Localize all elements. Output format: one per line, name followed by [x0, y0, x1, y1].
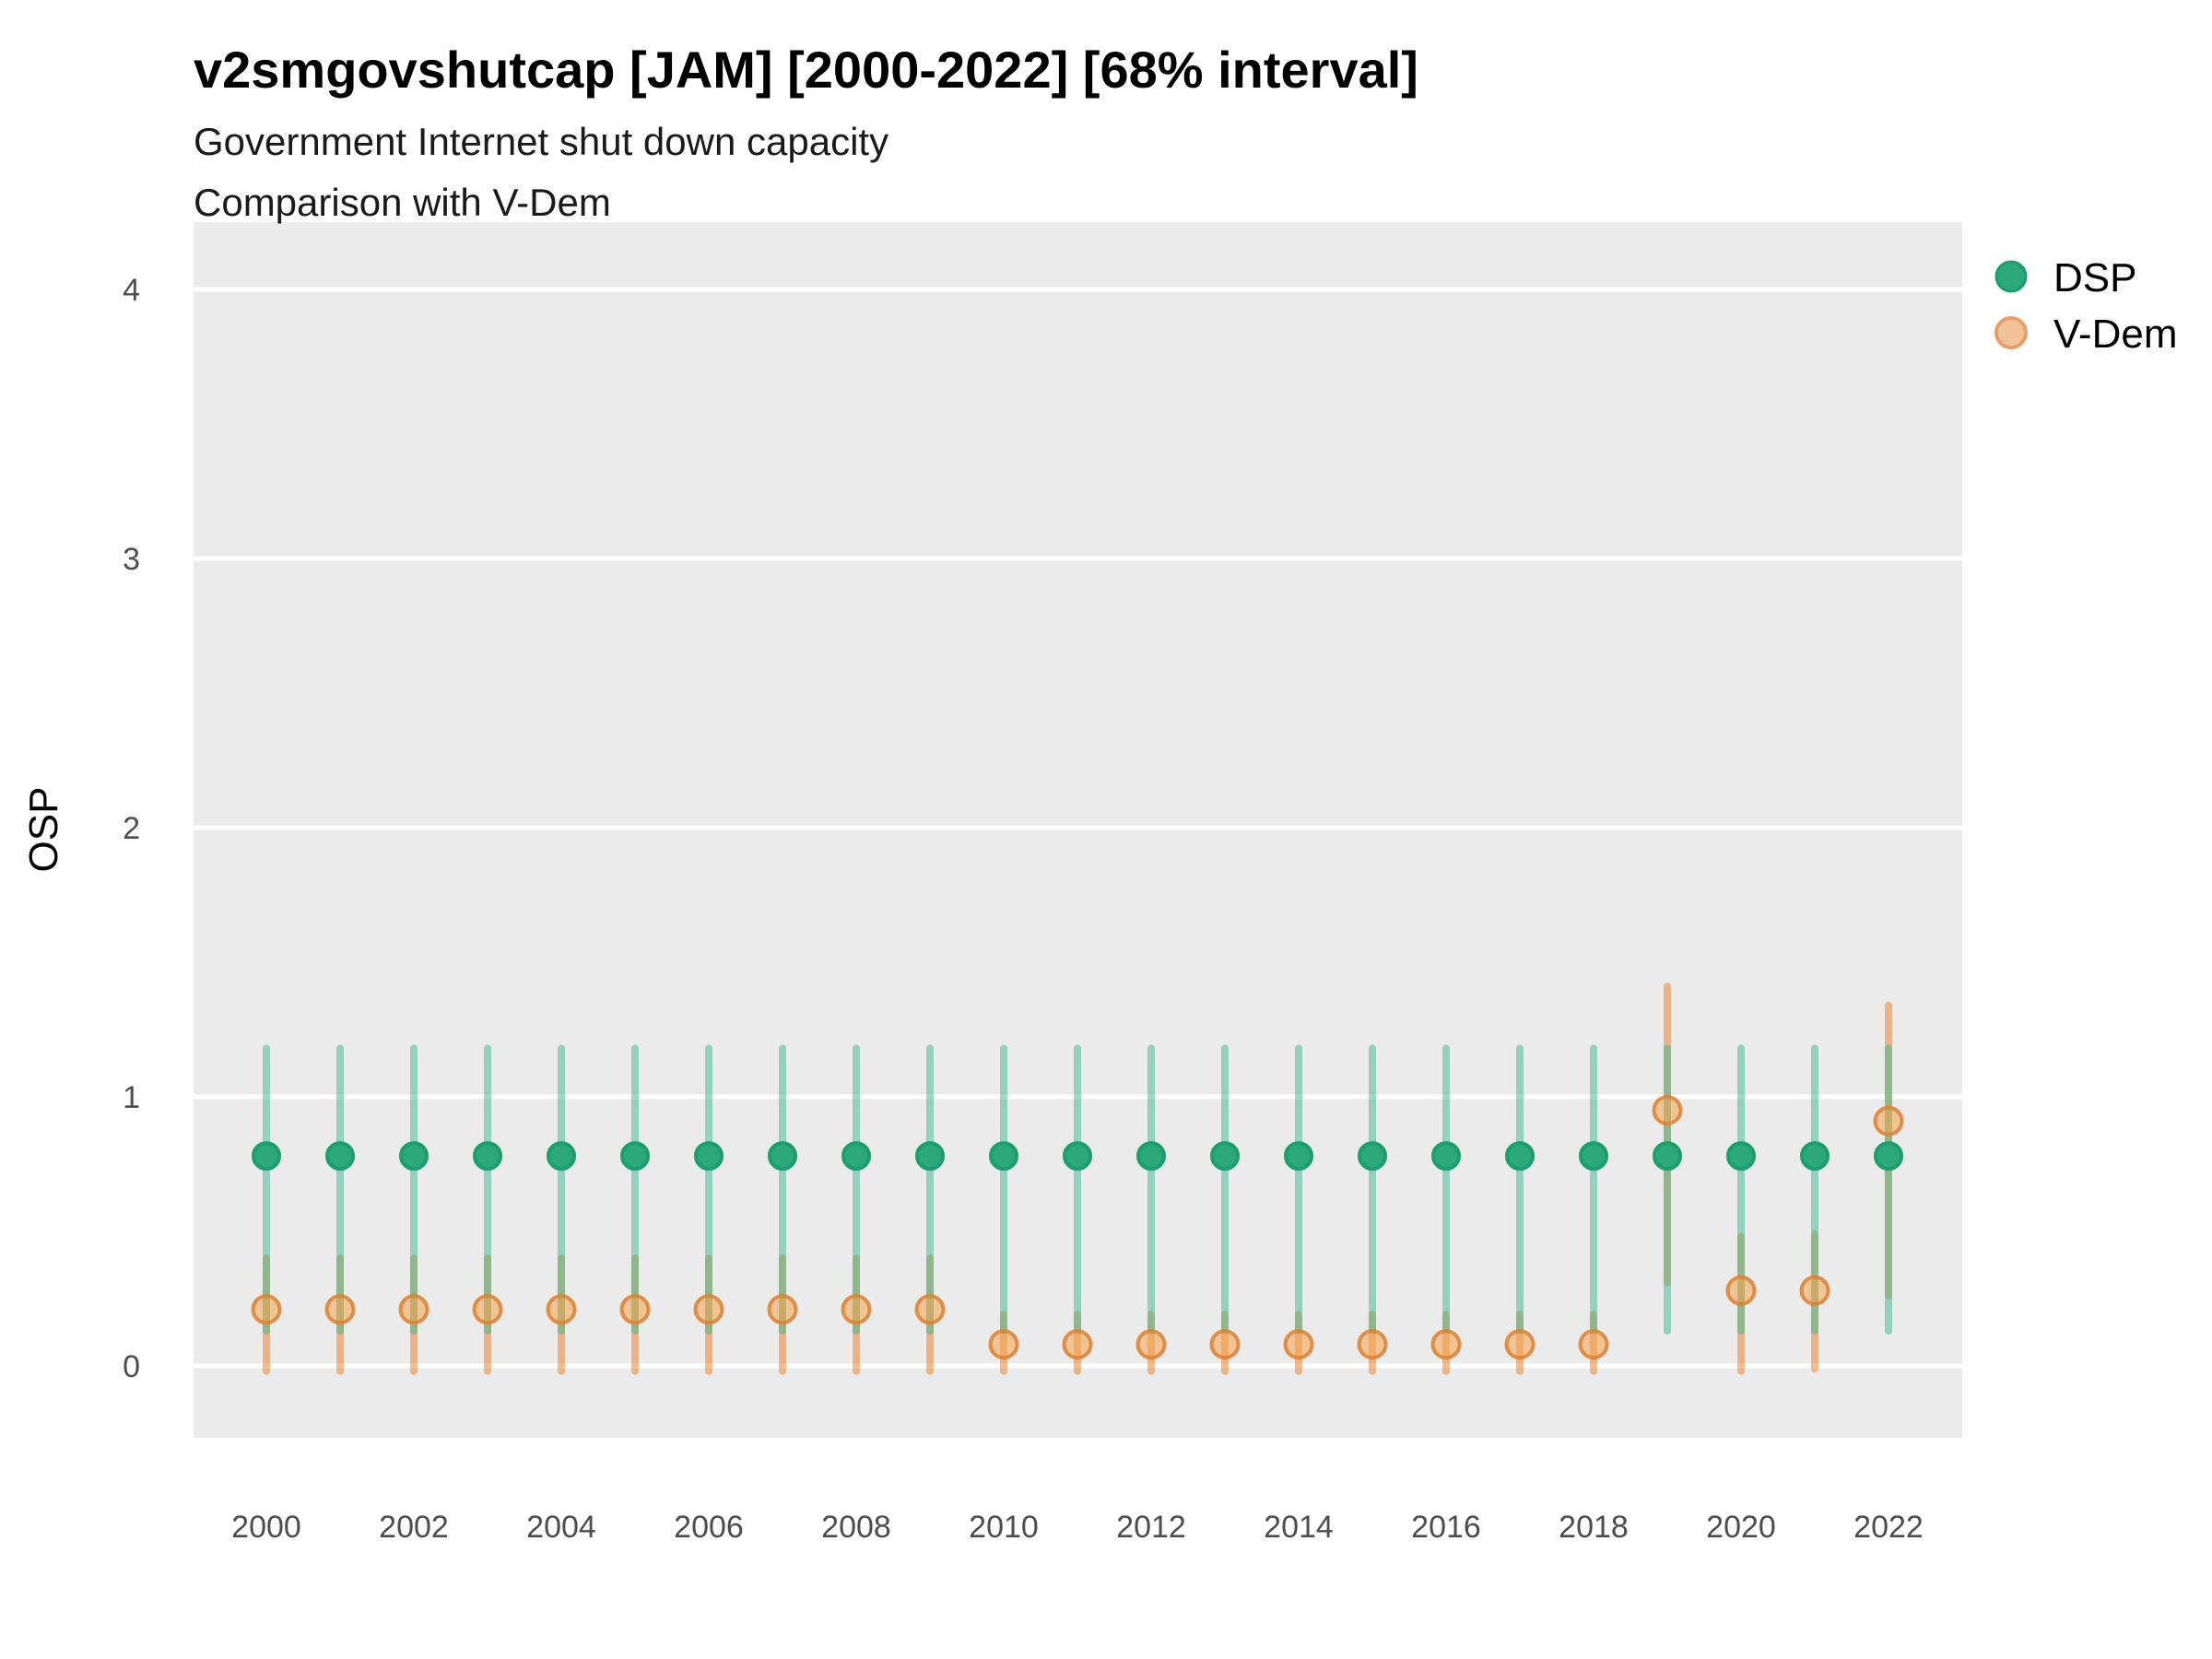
dsp-point-2009	[915, 1141, 945, 1171]
vdem-point-2018	[1578, 1329, 1609, 1360]
dsp-point-2016	[1431, 1141, 1461, 1171]
vdem-point-2006	[693, 1294, 724, 1325]
dsp-point-2017	[1505, 1141, 1535, 1171]
vdem-point-2019	[1652, 1095, 1683, 1126]
x-tick-label-2002: 2002	[379, 1510, 449, 1545]
chart-subtitle-line1: Government Internet shut down capacity	[194, 120, 888, 163]
vdem-point-2015	[1357, 1329, 1388, 1360]
vdem-legend-dot-icon	[1994, 316, 2028, 349]
chart-subtitle-line2: Comparison with V-Dem	[194, 181, 611, 224]
dsp-point-2012	[1136, 1141, 1166, 1171]
x-tick-label-2000: 2000	[231, 1510, 301, 1545]
legend-label-vdem: V-Dem	[2053, 312, 2177, 357]
x-tick-label-2012: 2012	[1116, 1510, 1186, 1545]
vdem-point-2001	[324, 1294, 356, 1325]
vdem-point-2013	[1209, 1329, 1241, 1360]
dsp-point-2011	[1063, 1141, 1092, 1171]
dsp-point-2004	[547, 1141, 576, 1171]
vdem-point-2009	[914, 1294, 946, 1325]
y-tick-label-4: 4	[123, 273, 140, 308]
dsp-legend-dot-icon	[1994, 260, 2028, 293]
vdem-point-2022	[1873, 1105, 1904, 1136]
dsp-point-2000	[252, 1141, 281, 1171]
dsp-point-2001	[325, 1141, 355, 1171]
dsp-point-2014	[1284, 1141, 1313, 1171]
dsp-point-2019	[1653, 1141, 1682, 1171]
x-tick-label-2018: 2018	[1559, 1510, 1629, 1545]
x-tick-label-2004: 2004	[526, 1510, 596, 1545]
vdem-point-2016	[1430, 1329, 1462, 1360]
vdem-point-2010	[988, 1329, 1019, 1360]
dsp-point-2013	[1210, 1141, 1240, 1171]
vdem-point-2012	[1135, 1329, 1167, 1360]
chart-title: v2smgovshutcap [JAM] [2000-2022] [68% in…	[194, 41, 1418, 99]
vdem-point-2011	[1062, 1329, 1093, 1360]
dsp-point-2021	[1800, 1141, 1830, 1171]
dsp-point-2003	[473, 1141, 502, 1171]
vdem-point-2003	[472, 1294, 503, 1325]
legend: DSP V-Dem	[1994, 255, 2177, 357]
vdem-point-2017	[1504, 1329, 1535, 1360]
vdem-point-2007	[767, 1294, 798, 1325]
y-tick-label-2: 2	[123, 811, 140, 846]
dsp-point-2010	[989, 1141, 1018, 1171]
legend-label-dsp: DSP	[2053, 255, 2136, 300]
x-tick-label-2008: 2008	[821, 1510, 891, 1545]
data-series	[251, 982, 1904, 1375]
y-tick-label-3: 3	[123, 542, 140, 577]
x-tick-label-2022: 2022	[1853, 1510, 1924, 1545]
dsp-point-2015	[1358, 1141, 1387, 1171]
dsp-point-2022	[1874, 1141, 1903, 1171]
dsp-point-2020	[1726, 1141, 1756, 1171]
x-tick-label-2006: 2006	[674, 1510, 744, 1545]
vdem-point-2020	[1725, 1275, 1757, 1306]
vdem-point-2021	[1799, 1275, 1830, 1306]
vdem-point-2014	[1283, 1329, 1314, 1360]
dsp-point-2018	[1579, 1141, 1608, 1171]
x-tick-label-2016: 2016	[1411, 1510, 1481, 1545]
dsp-point-2007	[768, 1141, 797, 1171]
dsp-point-2002	[399, 1141, 429, 1171]
vdem-point-2008	[841, 1294, 872, 1325]
vdem-point-2002	[398, 1294, 429, 1325]
dsp-point-2006	[694, 1141, 724, 1171]
vdem-point-2005	[619, 1294, 651, 1325]
dsp-point-2005	[620, 1141, 650, 1171]
x-tick-label-2014: 2014	[1264, 1510, 1334, 1545]
y-tick-label-1: 1	[123, 1080, 140, 1115]
vdem-point-2000	[251, 1294, 282, 1325]
dsp-point-2008	[841, 1141, 871, 1171]
x-tick-label-2020: 2020	[1706, 1510, 1776, 1545]
x-tick-label-2010: 2010	[969, 1510, 1039, 1545]
y-axis-title: OSP	[21, 787, 66, 873]
vdem-point-2004	[546, 1294, 577, 1325]
axis-tick-labels: 0 1 2 3 4 2000 2002 2004 2006 2008 2010 2012 2014 201…	[123, 273, 1924, 1545]
y-tick-label-0: 0	[123, 1349, 140, 1384]
